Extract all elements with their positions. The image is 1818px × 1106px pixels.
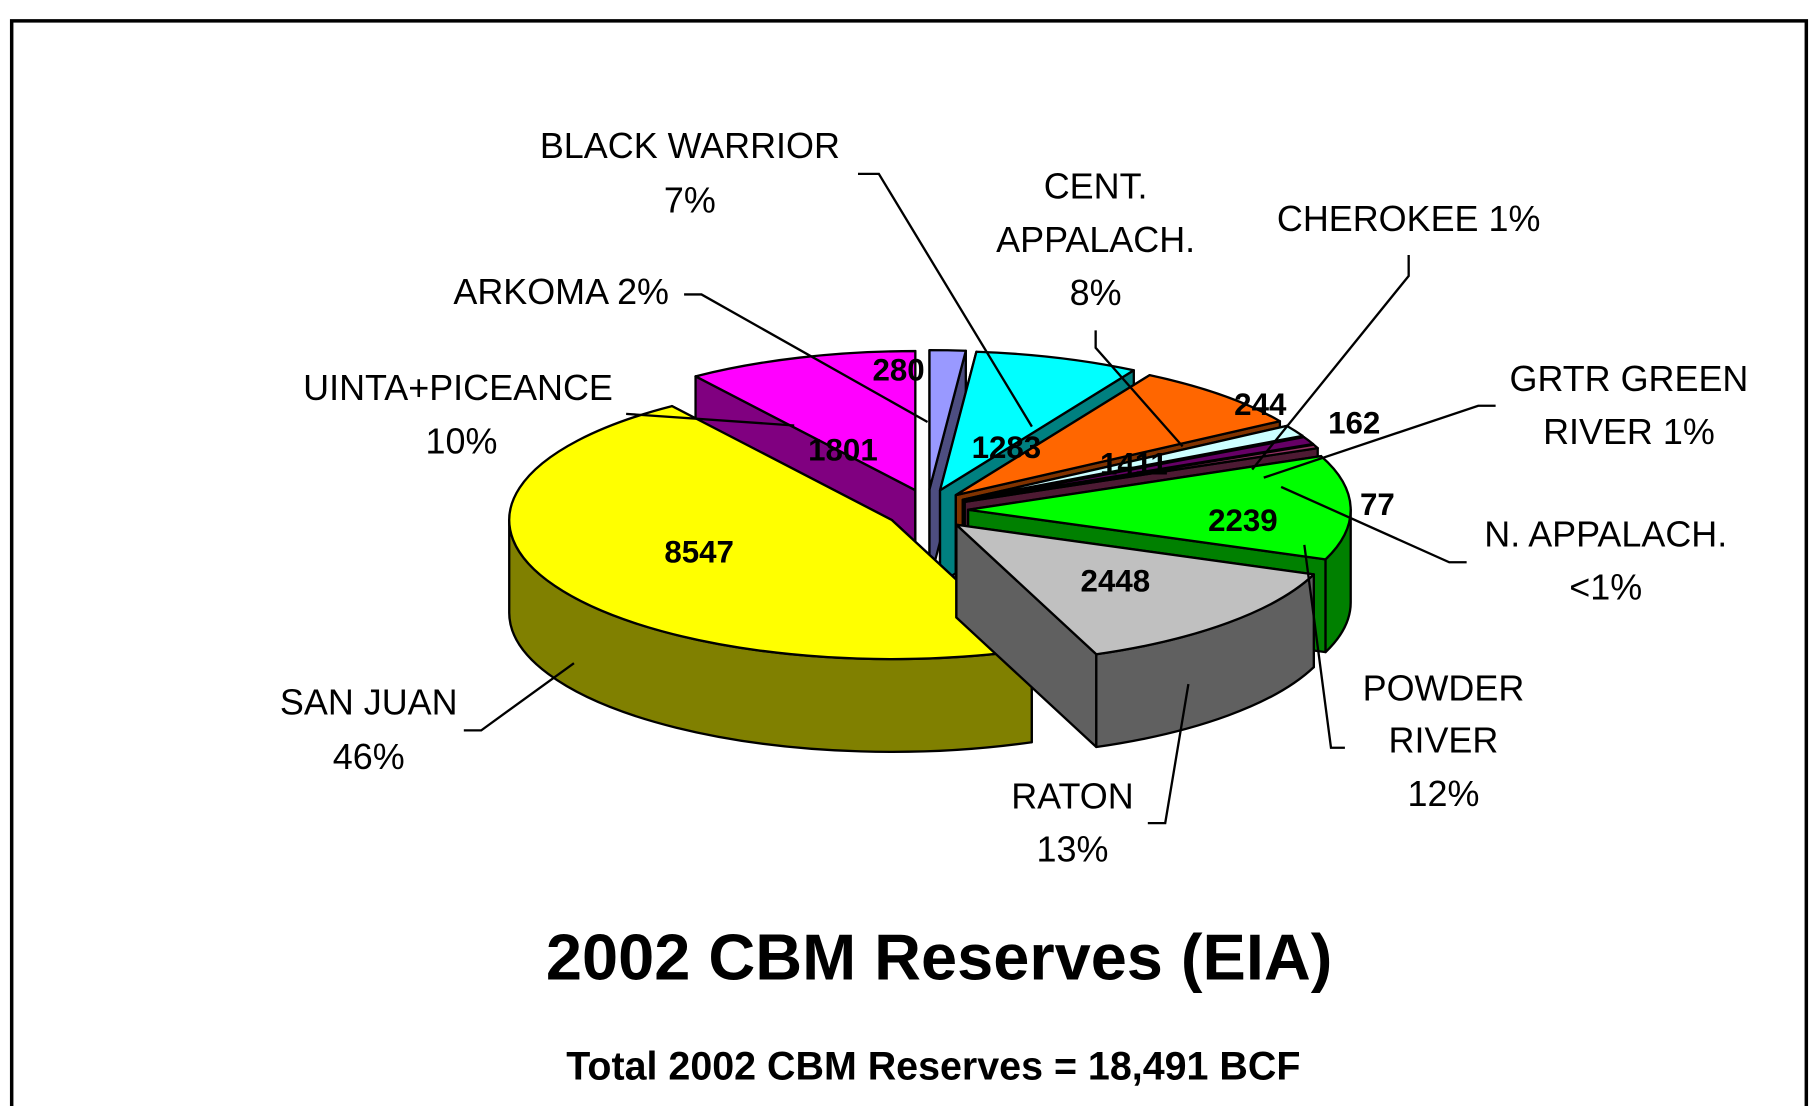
value-label: 1283 <box>972 430 1042 465</box>
leader-line <box>1280 485 1467 564</box>
slice <box>694 349 917 492</box>
value-label: 8547 <box>664 534 734 569</box>
leader-line <box>1303 544 1345 749</box>
leader-line <box>1147 683 1190 825</box>
value-label: 244 <box>1234 387 1287 422</box>
slice <box>955 523 1315 656</box>
value-label: 2448 <box>1081 563 1151 598</box>
leader-line <box>1251 255 1410 471</box>
slice <box>928 348 967 491</box>
value-label: 162 <box>1328 406 1380 441</box>
slice-label: APPALACH. <box>996 219 1195 260</box>
slice-label: RIVER 1% <box>1543 411 1715 452</box>
value-label: 1411 <box>1100 446 1168 481</box>
slice-label: POWDER <box>1363 667 1525 708</box>
slice-label: <1% <box>1569 567 1642 608</box>
leader-line <box>857 172 1033 428</box>
value-label: 2239 <box>1208 503 1278 538</box>
slice-label: 10% <box>426 421 498 462</box>
value-label: 77 <box>1360 487 1395 522</box>
leader-line <box>1263 404 1496 479</box>
slice-label: 13% <box>1037 829 1109 870</box>
slice <box>938 350 1135 492</box>
value-label: 280 <box>872 352 924 387</box>
slice-label: N. APPALACH. <box>1484 513 1727 554</box>
slice <box>966 454 1352 561</box>
slice-label: UINTA+PICEANCE <box>303 367 613 408</box>
slice <box>508 404 1033 661</box>
chart-subtitle: Total 2002 CBM Reserves = 18,491 BCF <box>566 1044 1300 1088</box>
slice-label: ARKOMA 2% <box>453 271 669 312</box>
value-label: 1801 <box>808 432 878 467</box>
slice-label: 8% <box>1070 272 1122 313</box>
chart-title: 2002 CBM Reserves (EIA) <box>546 920 1332 993</box>
leader-line <box>1094 330 1184 448</box>
slice <box>963 443 1319 503</box>
slice-label: 12% <box>1407 773 1479 814</box>
slice-label: BLACK WARRIOR <box>540 125 840 166</box>
leader-line <box>463 662 575 732</box>
slice-label: RIVER <box>1389 720 1499 761</box>
slice-label: GRTR GREEN <box>1510 358 1749 399</box>
pie <box>508 348 1352 754</box>
leader-line <box>684 293 929 424</box>
leader-line <box>626 412 795 427</box>
slice-label: 7% <box>664 179 716 220</box>
slice-label: 46% <box>333 736 405 777</box>
slice-label: CHEROKEE 1% <box>1277 198 1541 239</box>
slice-label: CENT. <box>1044 165 1148 206</box>
slice-label: RATON <box>1011 775 1133 816</box>
slice-label: SAN JUAN <box>280 681 458 722</box>
slice <box>954 374 1282 497</box>
